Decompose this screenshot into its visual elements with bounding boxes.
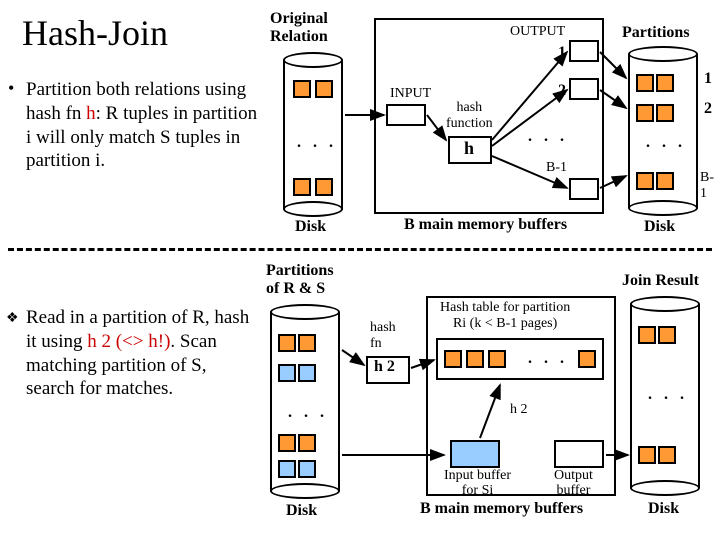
tuple-box <box>293 178 311 196</box>
label-input-buffer: Input buffer for Si <box>444 468 511 499</box>
tuple-box <box>658 326 676 344</box>
label-hashtable: Hash table for partition Ri (k < B-1 pag… <box>440 300 570 332</box>
output-buffer <box>554 440 604 468</box>
hashtable-box: . . . <box>436 338 604 380</box>
label-h: h <box>464 138 474 159</box>
bullet-marker-1: • <box>8 78 14 99</box>
bullet2-h2: h 2 (<> h!) <box>87 331 170 352</box>
tuple-box <box>293 80 311 98</box>
dots: . . . <box>648 386 688 404</box>
output-buf-1 <box>569 40 599 62</box>
label-hash-fn-bot: hash fn <box>370 320 396 352</box>
tuple-box <box>466 350 484 368</box>
label-pb1: B-1 <box>700 170 720 202</box>
bullet-marker-2: ❖ <box>6 310 19 327</box>
dots: . . . <box>528 350 568 368</box>
label-mainmem-bot: B main memory buffers <box>420 500 583 518</box>
output-buf-b1 <box>569 178 599 200</box>
tuple-box <box>298 334 316 352</box>
tuple-box <box>636 104 654 122</box>
label-p1: 1 <box>704 70 712 88</box>
tuple-box <box>488 350 506 368</box>
input-buffer-si <box>450 440 500 468</box>
cylinder-partitions: . . . <box>628 46 698 216</box>
label-disk-top-left: Disk <box>295 218 326 236</box>
tuple-box <box>278 364 296 382</box>
dots: . . . <box>646 134 686 152</box>
divider <box>8 248 712 251</box>
label-input: INPUT <box>390 86 431 102</box>
tuple-box <box>638 326 656 344</box>
label-disk-top-right: Disk <box>644 218 675 236</box>
label-hash-function: hash function <box>446 100 493 132</box>
label-output: OUTPUT <box>510 24 565 40</box>
tuple-box <box>278 434 296 452</box>
tuple-box <box>315 80 333 98</box>
label-partitions: Partitions <box>622 24 690 42</box>
label-join-result: Join Result <box>622 272 699 290</box>
label-partitions-rs: Partitions of R & S <box>266 262 334 298</box>
label-output-buffer: Output buffer <box>554 468 593 499</box>
bullet-1: Partition both relations using hash fn h… <box>26 78 261 173</box>
cylinder-join-result: . . . <box>630 296 700 496</box>
tuple-box <box>638 446 656 464</box>
tuple-box <box>656 172 674 190</box>
cylinder-partitions-rs: . . . <box>270 304 340 499</box>
label-mainmem-top: B main memory buffers <box>404 216 567 234</box>
label-out-2: 2 <box>558 82 566 100</box>
output-buf-2 <box>569 78 599 100</box>
tuple-box <box>636 172 654 190</box>
page-title: Hash-Join <box>22 12 168 54</box>
tuple-box <box>298 364 316 382</box>
tuple-box <box>278 460 296 478</box>
label-disk-bot-left: Disk <box>286 502 317 520</box>
tuple-box <box>656 74 674 92</box>
label-out-1: 1 <box>558 44 566 62</box>
cylinder-original-relation: . . . <box>283 52 343 217</box>
tuple-box <box>298 460 316 478</box>
tuple-box <box>578 350 596 368</box>
label-b-1: B-1 <box>546 160 567 176</box>
label-original-relation: Original Relation <box>270 10 328 46</box>
tuple-box <box>444 350 462 368</box>
tuple-box <box>636 74 654 92</box>
label-h2-box: h 2 <box>374 358 395 376</box>
dots: . . . <box>297 134 337 152</box>
tuple-box <box>315 178 333 196</box>
tuple-box <box>298 434 316 452</box>
dots: . . . <box>288 404 328 422</box>
tuple-box <box>658 446 676 464</box>
dots: . . . <box>528 128 568 146</box>
bullet-2: Read in a partition of R, hash it using … <box>26 306 256 401</box>
label-h2-arrow: h 2 <box>510 402 528 418</box>
label-p2: 2 <box>704 100 712 118</box>
bullet1-h: h <box>86 103 96 124</box>
label-disk-bot-right: Disk <box>648 500 679 518</box>
input-box-top <box>386 104 426 126</box>
tuple-box <box>278 334 296 352</box>
tuple-box <box>656 104 674 122</box>
